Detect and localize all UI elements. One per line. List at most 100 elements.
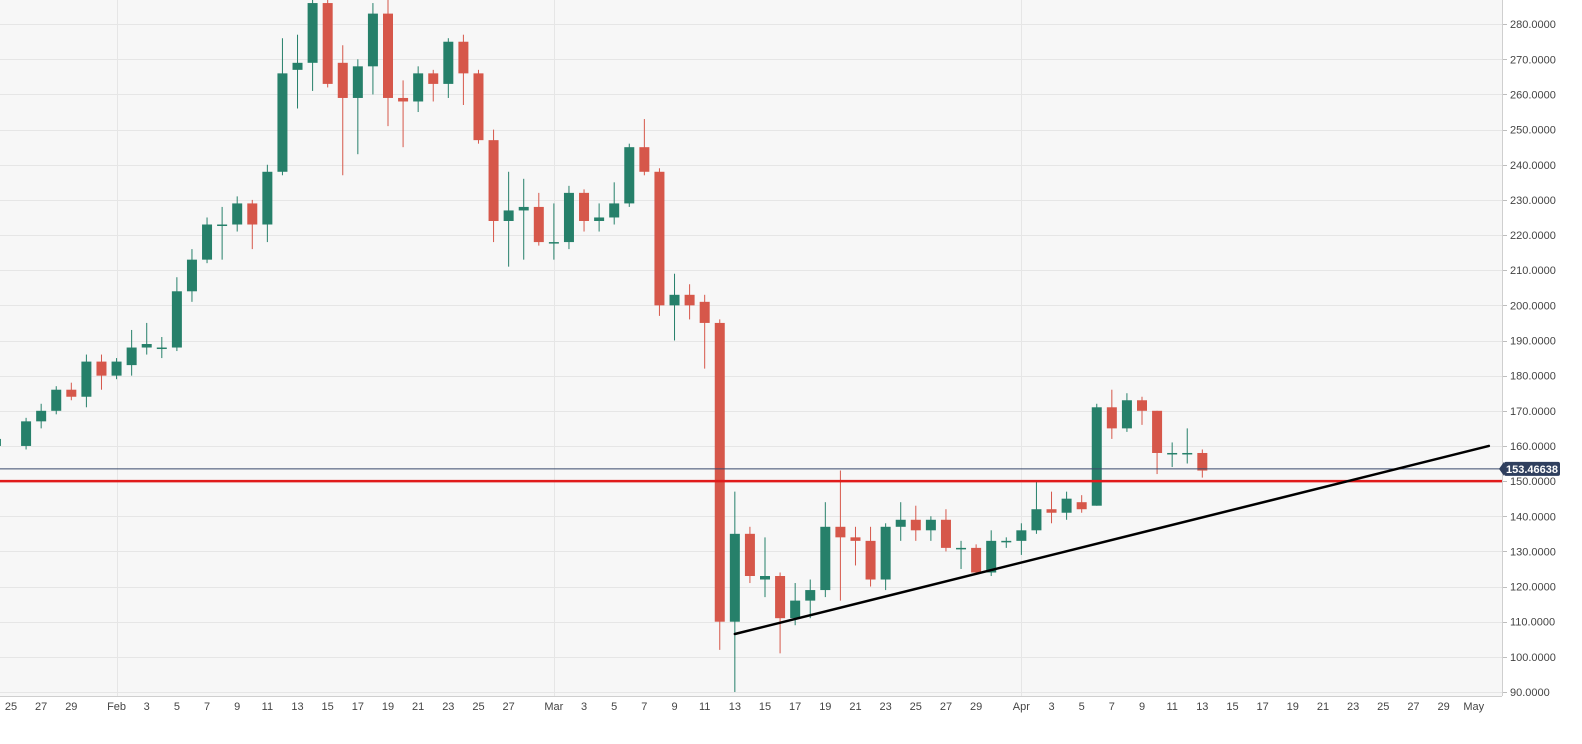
date-tick-label: 11: [699, 701, 710, 713]
price-tick-label: 150.0000: [1510, 476, 1556, 488]
date-tick-label: 21: [1317, 701, 1329, 713]
candles: [0, 0, 1208, 692]
price-tick-label: 90.0000: [1510, 687, 1550, 699]
candle-body: [247, 203, 258, 225]
candle-body: [775, 576, 786, 619]
price-tick-label: 210.0000: [1510, 265, 1556, 277]
price-tick-label: 100.0000: [1510, 652, 1556, 664]
candle-down: [744, 526, 755, 584]
candle-body: [503, 210, 514, 221]
date-tick-label: 9: [234, 701, 240, 713]
candle-body: [548, 242, 559, 244]
price-tick-label: 190.0000: [1510, 336, 1556, 348]
date-tick-label: 15: [1226, 701, 1238, 713]
candle-body: [428, 73, 439, 84]
current-price-marker: 153.46638: [1499, 461, 1560, 476]
candle-body: [1076, 502, 1087, 510]
candle-body: [714, 322, 725, 622]
candle-body: [609, 203, 620, 218]
candle-down: [654, 168, 665, 316]
candle-body: [729, 533, 740, 622]
date-tick-label: 3: [144, 701, 150, 713]
candle-body: [367, 13, 378, 67]
date-tick-label: 11: [1166, 701, 1177, 713]
candle-up: [805, 579, 816, 619]
candle-up: [352, 59, 363, 155]
candle-up: [518, 178, 529, 260]
candle-up: [895, 502, 906, 541]
price-axis[interactable]: 90.0000 100.0000 110.0000 120.0000 130.0000 1…: [1503, 19, 1556, 699]
candle-body: [850, 537, 861, 541]
candle-down: [473, 69, 484, 144]
candle-up: [292, 34, 303, 109]
candle-up: [1016, 523, 1027, 555]
price-tick-label: 130.0000: [1510, 546, 1556, 558]
price-tick-label: 280.0000: [1510, 19, 1556, 31]
candle-body: [443, 41, 454, 84]
candle-body: [96, 361, 107, 376]
candle-up: [760, 537, 770, 598]
date-tick-label: 27: [940, 701, 952, 713]
date-tick-label: Apr: [1013, 701, 1030, 713]
candle-body: [1016, 530, 1027, 541]
candle-down: [1076, 495, 1087, 513]
time-axis[interactable]: 25 27 29 Feb 3 5 7 9 11 13 15 17 19 21 23 25 27 Mar 3 5 7 9 11…: [5, 701, 1485, 713]
candle-body: [910, 519, 921, 531]
candle-down: [850, 526, 861, 566]
candle-up: [1061, 491, 1072, 520]
price-tick-label: 200.0000: [1510, 300, 1556, 312]
date-tick-label: 5: [174, 701, 180, 713]
date-tick-label: 11: [262, 701, 273, 713]
date-tick-label: 3: [1048, 701, 1054, 713]
price-tick-label: 260.0000: [1510, 89, 1556, 101]
candle-down: [1137, 396, 1147, 425]
price-axis-background: [1502, 0, 1582, 739]
candle-body: [1121, 400, 1132, 429]
date-tick-label: 27: [503, 701, 515, 713]
candle-body: [1031, 509, 1042, 531]
date-tick-label: May: [1463, 701, 1484, 713]
candle-up: [1031, 481, 1042, 534]
candle-up: [51, 386, 62, 415]
candle-body: [232, 203, 243, 225]
candle-down: [96, 354, 107, 390]
candle-up: [563, 185, 574, 250]
candle-up: [1121, 393, 1132, 432]
candle-body: [1137, 400, 1147, 411]
candle-down: [775, 572, 786, 654]
candle-body: [594, 217, 605, 221]
candle-up: [126, 329, 137, 376]
candle-body: [744, 533, 755, 577]
candle-body: [1167, 452, 1178, 455]
date-tick-label: 27: [35, 701, 47, 713]
candle-up: [820, 502, 831, 598]
candle-body: [669, 294, 680, 306]
candle-up: [1001, 537, 1012, 548]
candle-body: [458, 41, 469, 74]
time-axis-background: [0, 696, 1502, 739]
ascending-trendline: [733, 444, 1491, 636]
candle-up: [1091, 403, 1102, 506]
candle-body: [986, 540, 997, 573]
candle-body: [971, 547, 982, 573]
price-tick-label: 220.0000: [1510, 230, 1556, 242]
date-tick-label: 5: [611, 701, 617, 713]
price-tick-label: 180.0000: [1510, 371, 1556, 383]
current-price-badge: [1504, 461, 1560, 476]
candle-up: [21, 417, 32, 450]
candle-down: [835, 470, 846, 601]
candle-down: [458, 34, 469, 105]
candle-body: [790, 600, 801, 619]
candle-down: [66, 382, 77, 401]
candle-body: [262, 171, 273, 225]
price-tick-label: 170.0000: [1510, 406, 1556, 418]
candle-down: [247, 199, 258, 250]
candle-body: [699, 301, 710, 323]
date-tick-label: Mar: [544, 701, 563, 713]
candle-up: [111, 358, 122, 380]
candle-body: [533, 206, 544, 243]
date-tick-label: 25: [472, 701, 484, 713]
price-tick-label: 270.0000: [1510, 54, 1556, 66]
